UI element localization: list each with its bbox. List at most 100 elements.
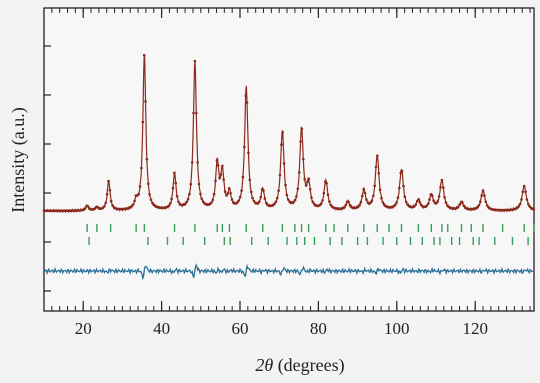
observed-point xyxy=(108,188,112,192)
observed-point xyxy=(325,182,328,185)
observed-point xyxy=(426,202,430,205)
observed-point xyxy=(480,194,484,197)
observed-point xyxy=(373,184,377,188)
observed-point xyxy=(377,172,381,175)
observed-point xyxy=(321,199,324,202)
y-axis-title: Intensity (a.u.) xyxy=(8,107,29,212)
observed-point xyxy=(188,192,191,196)
observed-point xyxy=(190,161,194,164)
x-tick-label: 100 xyxy=(384,319,410,338)
observed-point xyxy=(299,140,302,143)
observed-point xyxy=(393,203,397,207)
observed-point xyxy=(177,200,180,204)
observed-point xyxy=(174,181,177,185)
plot-frame xyxy=(43,7,535,312)
observed-point xyxy=(462,204,466,208)
observed-point xyxy=(295,195,298,198)
observed-point xyxy=(111,204,114,207)
observed-point xyxy=(297,171,301,174)
observed-point xyxy=(483,194,486,197)
observed-point xyxy=(363,191,367,195)
observed-point xyxy=(103,205,106,208)
observed-point xyxy=(175,194,179,198)
observed-point xyxy=(275,196,279,200)
observed-point xyxy=(425,204,429,208)
x-axis-title-rest: (degrees) xyxy=(273,355,344,376)
observed-point xyxy=(348,203,352,207)
observed-point xyxy=(372,194,375,198)
observed-point xyxy=(244,94,247,97)
observed-point xyxy=(444,201,448,204)
observed-point xyxy=(274,200,278,204)
observed-point xyxy=(130,205,134,208)
observed-point xyxy=(395,201,398,204)
observed-point xyxy=(131,203,135,206)
observed-point xyxy=(347,200,350,204)
observed-point xyxy=(197,182,201,186)
observed-point xyxy=(293,198,297,202)
observed-point xyxy=(525,198,529,201)
observed-point xyxy=(476,205,479,209)
observed-point xyxy=(277,189,280,192)
observed-point xyxy=(107,179,110,183)
observed-point xyxy=(479,200,482,203)
observed-point xyxy=(400,169,404,173)
observed-point xyxy=(151,201,154,205)
observed-point xyxy=(518,202,522,206)
observed-point xyxy=(170,197,173,201)
observed-point xyxy=(223,190,227,193)
observed-point xyxy=(369,201,372,205)
observed-point xyxy=(251,196,254,200)
observed-pattern-points xyxy=(42,53,536,213)
observed-point xyxy=(245,101,249,104)
observed-point xyxy=(378,188,382,192)
observed-point xyxy=(481,189,485,192)
observed-point xyxy=(311,200,315,204)
observed-point xyxy=(404,200,408,204)
observed-point xyxy=(435,201,438,205)
observed-point xyxy=(440,178,444,182)
observed-point xyxy=(211,198,215,202)
observed-point xyxy=(431,194,434,198)
difference-curve xyxy=(43,263,534,281)
observed-point xyxy=(403,195,407,198)
observed-point xyxy=(241,175,245,179)
observed-point xyxy=(532,207,536,211)
observed-point xyxy=(105,193,109,196)
observed-point xyxy=(263,197,267,200)
observed-point xyxy=(484,200,488,204)
observed-point xyxy=(461,201,464,205)
observed-point xyxy=(344,203,348,207)
observed-point xyxy=(437,195,441,198)
x-tick-labels: 20 40 60 80 100 120 xyxy=(75,319,488,338)
observed-point xyxy=(326,193,330,197)
observed-point xyxy=(193,59,197,63)
observed-point xyxy=(292,200,296,204)
observed-point xyxy=(282,162,286,165)
observed-point xyxy=(399,171,403,175)
x-tick-label: 80 xyxy=(310,319,327,338)
observed-point xyxy=(230,198,234,201)
observed-point xyxy=(249,190,253,194)
observed-point xyxy=(343,205,346,209)
observed-point xyxy=(200,197,204,201)
observed-point xyxy=(284,183,287,187)
observed-point xyxy=(432,199,435,202)
observed-point xyxy=(418,201,422,204)
observed-point xyxy=(141,120,145,124)
observed-point xyxy=(218,176,221,180)
observed-point xyxy=(376,154,379,157)
observed-point xyxy=(140,166,143,170)
y-axis-ticks xyxy=(44,45,51,292)
observed-point xyxy=(199,192,202,196)
observed-point xyxy=(214,179,217,183)
observed-point xyxy=(413,205,416,208)
observed-point xyxy=(436,200,440,203)
observed-point xyxy=(236,201,239,204)
observed-point xyxy=(381,201,385,204)
observed-point xyxy=(359,200,363,204)
observed-point xyxy=(296,187,300,191)
x-axis-title-italic: 2θ xyxy=(255,355,273,375)
observed-point xyxy=(308,188,312,191)
observed-point xyxy=(361,194,364,198)
